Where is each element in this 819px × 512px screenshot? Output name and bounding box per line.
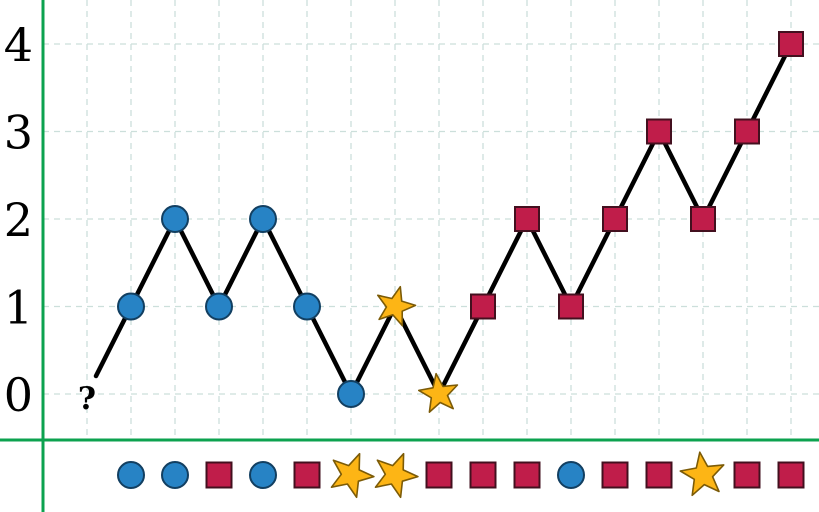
marker-circle xyxy=(205,292,233,321)
marker-square xyxy=(734,118,760,145)
sequence-icon-star xyxy=(330,452,375,499)
marker-star xyxy=(417,372,459,413)
shape-sequence-row xyxy=(117,451,805,499)
sequence-icon-square xyxy=(469,461,497,489)
marker-square xyxy=(602,206,628,232)
sequence-icon-square xyxy=(601,461,629,489)
sequence-icon-circle xyxy=(117,461,145,489)
sequence-icon-circle xyxy=(249,461,277,489)
y-tick-label-0: 0 xyxy=(4,368,33,422)
marker-square xyxy=(690,206,716,232)
sequence-icon-square xyxy=(777,461,805,489)
sequence-icon-star xyxy=(679,451,725,497)
marker-star xyxy=(376,285,417,327)
y-tick-label-4: 4 xyxy=(4,18,33,72)
y-tick-label-2: 2 xyxy=(4,193,33,247)
sequence-icon-square xyxy=(425,461,453,489)
marker-square xyxy=(514,206,540,232)
y-axis-labels: 0 1 2 3 4 xyxy=(4,18,33,422)
sequence-icon-star xyxy=(374,452,419,499)
sequence-icon-circle xyxy=(161,461,189,489)
gridlines xyxy=(43,0,819,440)
sequence-icon-square xyxy=(293,461,321,489)
data-markers xyxy=(117,31,804,413)
marker-circle xyxy=(293,292,321,321)
marker-circle xyxy=(161,205,189,233)
sequence-icon-square xyxy=(513,461,541,489)
marker-square xyxy=(558,293,584,320)
marker-circle xyxy=(337,380,365,408)
marker-circle xyxy=(117,292,145,321)
sequence-icon-square xyxy=(733,461,761,489)
y-tick-label-1: 1 xyxy=(4,281,33,335)
marker-circle xyxy=(249,205,277,233)
sequence-icon-square xyxy=(645,461,673,489)
marker-square xyxy=(646,118,672,145)
marker-square xyxy=(778,31,804,57)
unknown-start-label: ? xyxy=(78,381,96,417)
marker-square xyxy=(470,293,496,320)
sequence-icon-circle xyxy=(557,461,585,489)
sequence-icon-square xyxy=(205,461,233,489)
y-tick-label-3: 3 xyxy=(4,106,33,160)
